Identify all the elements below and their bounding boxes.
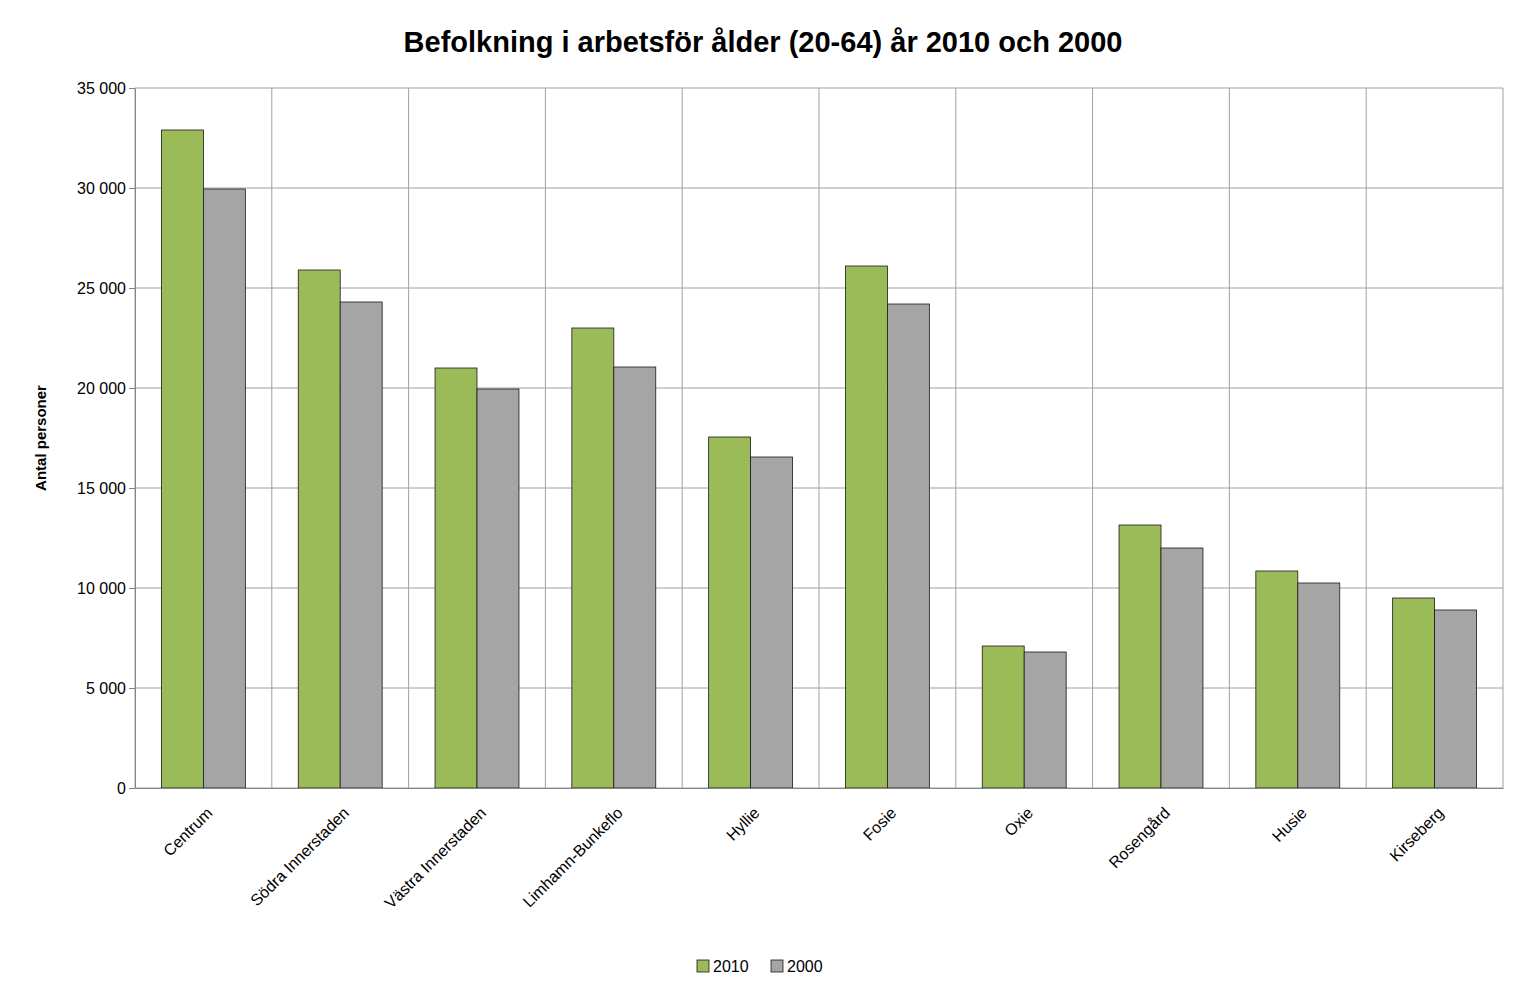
x-tick-label: Husie [1269,804,1310,845]
y-axis-line [135,89,136,789]
bar [298,270,340,788]
x-tick: Oxie [1001,788,1036,839]
bars [161,130,1476,788]
bar [1298,583,1340,788]
bar [340,302,382,788]
x-tick-label: Oxie [1001,804,1036,839]
y-tick-label: 10 000 [77,580,126,597]
y-tick-mark [129,488,135,489]
y-tick: 5 000 [86,680,135,697]
y-tick-label: 15 000 [77,480,126,497]
legend-label: 2000 [787,958,823,975]
chart: 0 5 000 10 000 15 000 20 000 25 000 30 000 35 0… [0,0,1526,997]
bar [1161,548,1203,788]
y-axis-title: Antal personer [32,385,49,491]
category-separator [1229,88,1230,788]
y-tick-label: 0 [117,780,126,797]
x-tick: Västra Innerstaden [381,788,489,912]
category-separator [545,88,546,788]
category-separator [1503,88,1504,788]
y-tick-mark [129,288,135,289]
y-tick-mark [129,788,135,789]
x-tick: Rosengård [1106,788,1173,871]
bar [709,437,751,788]
x-tick: Hyllie [723,788,763,844]
y-axis: 0 5 000 10 000 15 000 20 000 25 000 30 000 35 0… [77,80,135,797]
y-tick-mark [129,388,135,389]
bar [203,189,245,788]
y-tick: 0 [117,780,135,797]
bar [572,328,614,788]
legend-swatch [697,960,709,972]
bar [161,130,203,788]
x-tick-label: Limhamn-Bunkeflo [520,804,626,910]
legend-label: 2010 [713,958,749,975]
category-separator [955,88,956,788]
category-separator [819,88,820,788]
y-tick-label: 30 000 [77,180,126,197]
legend: 2010 2000 [697,958,823,975]
x-tick: Limhamn-Bunkeflo [520,788,626,910]
bar [614,367,656,788]
bar [435,368,477,788]
x-tick-label: Rosengård [1106,804,1173,871]
y-tick-label: 20 000 [77,380,126,397]
y-tick-mark [129,688,135,689]
x-tick-label: Hyllie [723,804,763,844]
y-tick: 15 000 [77,480,135,497]
category-separator [271,88,272,788]
y-tick: 35 000 [77,80,135,97]
bar [477,389,519,788]
bar [751,457,793,788]
grid [135,88,1503,788]
category-separator [135,88,136,788]
bar [1435,610,1477,788]
x-tick: Centrum [160,788,215,859]
x-tick: Husie [1269,788,1310,845]
category-separator [1092,88,1093,788]
x-tick-label: Fosie [860,804,900,844]
x-axis-line [136,788,1504,789]
category-separator [682,88,683,788]
y-tick: 20 000 [77,380,135,397]
y-tick: 25 000 [77,280,135,297]
bar [845,266,887,788]
x-axis: Centrum Södra Innerstaden Västra Innerstad… [136,788,1504,912]
x-tick: Fosie [860,788,900,844]
plot: 0 5 000 10 000 15 000 20 000 25 000 30 000 35 0… [77,80,1503,912]
y-tick: 10 000 [77,580,135,597]
bar [1393,598,1435,788]
y-tick: 30 000 [77,180,135,197]
category-separator [408,88,409,788]
y-tick-label: 25 000 [77,280,126,297]
y-tick-mark [129,188,135,189]
bar [1024,652,1066,788]
x-tick-label: Kirseberg [1386,804,1446,864]
x-tick-label: Centrum [160,804,215,859]
x-tick-label: Södra Innerstaden [247,804,352,909]
x-tick-label: Västra Innerstaden [381,804,489,912]
title: Befolkning i arbetsför ålder (20-64) år … [404,26,1123,58]
y-tick-label: 35 000 [77,80,126,97]
legend-item: 2000 [771,958,823,975]
bar [887,304,929,788]
x-tick: Kirseberg [1386,788,1446,865]
legend-item: 2010 [697,958,749,975]
y-tick-label: 5 000 [86,680,126,697]
category-separator [1366,88,1367,788]
x-tick: Södra Innerstaden [247,788,352,909]
legend-swatch [771,960,783,972]
y-tick-mark [129,88,135,89]
bar [1119,525,1161,788]
bar [982,646,1024,788]
bar [1256,571,1298,788]
y-tick-mark [129,588,135,589]
